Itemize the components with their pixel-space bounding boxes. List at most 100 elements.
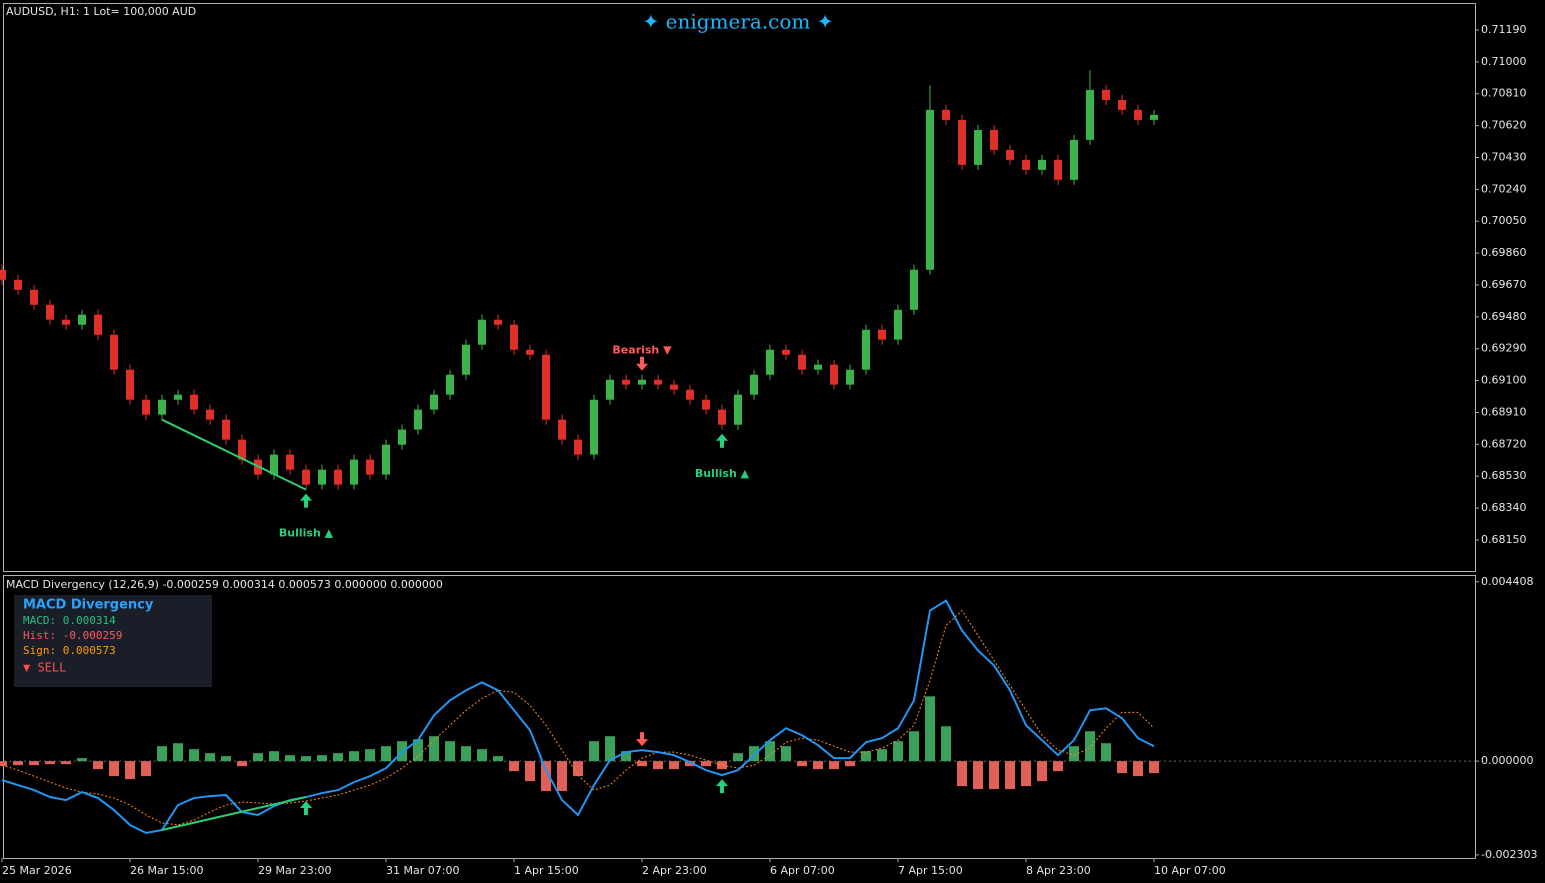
histogram-bar: [893, 741, 903, 762]
candle-body: [782, 349, 790, 355]
histogram-bar: [605, 736, 615, 762]
candle-body: [830, 364, 838, 385]
candle-body: [382, 444, 390, 475]
x-tick-label: 26 Mar 15:00: [130, 864, 203, 877]
signal-arrow: [716, 433, 728, 448]
info-title: MACD Divergency: [23, 598, 154, 613]
x-tick-label: 6 Apr 07:00: [770, 864, 835, 877]
y-tick-label: 0.69860: [1481, 246, 1527, 259]
signal-arrow: [636, 732, 648, 747]
histogram-bar: [189, 749, 199, 762]
candle-body: [430, 394, 438, 410]
histogram-bar: [29, 761, 39, 766]
histogram-bar: [413, 739, 423, 762]
candle-body: [558, 419, 566, 440]
x-tick-label: 25 Mar 2026: [2, 864, 72, 877]
y-tick-label: 0.70240: [1481, 182, 1527, 195]
histogram-bar: [157, 746, 167, 762]
y-tick-label: 0.68910: [1481, 405, 1527, 418]
histogram-bar: [0, 761, 7, 767]
signal-arrow: [716, 779, 728, 794]
histogram-bar: [285, 755, 295, 762]
candle-body: [1118, 99, 1126, 110]
candle-body: [1086, 89, 1094, 140]
histogram-bar: [13, 761, 23, 766]
candle-body: [206, 409, 214, 420]
candle-body: [398, 429, 406, 445]
histogram-bar: [333, 753, 343, 762]
histogram-bar: [813, 761, 823, 770]
histogram-bar: [1037, 761, 1047, 782]
candle-body: [62, 319, 70, 325]
histogram-bar: [445, 741, 455, 762]
histogram-bar: [77, 758, 87, 762]
candle-body: [350, 459, 358, 485]
candle-body: [1054, 159, 1062, 180]
candle-body: [222, 419, 230, 440]
histogram-bar: [637, 761, 647, 767]
chart-title: AUDUSD, H1: 1 Lot= 100,000 AUD: [6, 5, 196, 18]
histogram-bar: [317, 755, 327, 762]
histogram-bar: [557, 761, 567, 792]
histogram-bar: [1101, 743, 1111, 762]
signal-label: Bullish ▲: [695, 467, 750, 480]
info-sign: Sign: 0.000573: [23, 644, 116, 657]
candle-body: [590, 399, 598, 455]
info-action: ▼ SELL: [23, 661, 66, 675]
info-box: MACD Divergency MACD: 0.000314 Hist: -0.…: [14, 595, 212, 687]
candle-body: [78, 314, 86, 325]
y-tick-label: 0.70810: [1481, 87, 1527, 100]
histogram-bar: [205, 753, 215, 762]
histogram-bar: [109, 761, 119, 777]
histogram-bar: [381, 746, 391, 762]
watermark: ✦ enigmera.com ✦: [643, 10, 834, 34]
histogram-bar: [1069, 746, 1079, 762]
candle-body: [622, 379, 630, 385]
histogram-bar: [909, 731, 919, 762]
candle-body: [766, 349, 774, 375]
histogram-bar: [685, 761, 695, 767]
histogram-bar: [493, 756, 503, 762]
divergence-line: [161, 796, 307, 831]
histogram-bar: [717, 761, 727, 770]
candle-body: [958, 119, 966, 165]
candle-body: [990, 129, 998, 150]
x-tick-label: 31 Mar 07:00: [386, 864, 459, 877]
histogram-bar: [829, 761, 839, 770]
signal-arrow: [636, 356, 648, 371]
y-tick-label: 0.68340: [1481, 501, 1527, 514]
candle-body: [686, 389, 694, 400]
candle-body: [478, 319, 486, 345]
candle-body: [494, 319, 502, 325]
histogram-bar: [125, 761, 135, 780]
candle-body: [798, 354, 806, 370]
candle-body: [462, 344, 470, 375]
candle-body: [0, 269, 6, 280]
candle-body: [46, 304, 54, 320]
histogram-bar: [221, 756, 231, 762]
histogram-bar: [941, 726, 951, 762]
histogram-bar: [173, 743, 183, 762]
candle-body: [878, 329, 886, 340]
candle-body: [702, 399, 710, 410]
histogram-bar: [573, 761, 583, 777]
info-macd: MACD: 0.000314: [23, 614, 116, 627]
candle-body: [926, 109, 934, 270]
histogram-bar: [45, 761, 55, 765]
y-tick-label: 0.004408: [1481, 575, 1534, 588]
candle-body: [894, 309, 902, 340]
divergence-line: [161, 418, 307, 491]
histogram-bar: [701, 761, 711, 767]
histogram-bar: [429, 736, 439, 762]
signal-line: [1, 609, 1155, 826]
histogram-bar: [141, 761, 151, 777]
histogram-bar: [877, 749, 887, 762]
macd-title: MACD Divergency (12,26,9) -0.000259 0.00…: [6, 578, 443, 591]
candle-body: [750, 374, 758, 395]
candle-body: [14, 279, 22, 290]
y-tick-label: 0.68150: [1481, 533, 1527, 546]
histogram-bar: [477, 749, 487, 762]
y-tick-label: 0.69290: [1481, 342, 1527, 355]
